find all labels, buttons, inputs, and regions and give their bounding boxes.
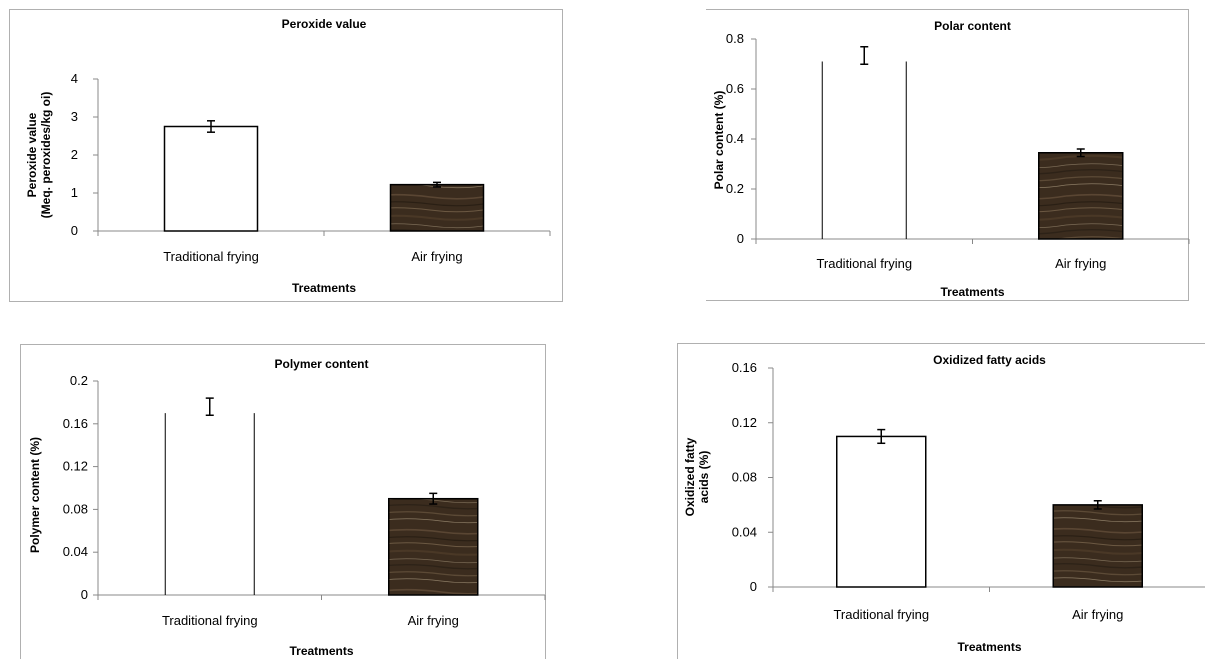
chart-panel-polar: Polar content 0 0.2 0.4 0.6 0.8 Traditional fr… xyxy=(706,9,1190,301)
chart-oxidized-svg: Oxidized fatty acids 0 0.04 0.08 0.12 0.16 Tra… xyxy=(683,353,1205,654)
error-bar-1 xyxy=(207,120,215,133)
x-axis-label: Treatments xyxy=(292,281,356,295)
error-bar-1 xyxy=(860,46,869,65)
y-axis-label: Polymer content (%) xyxy=(28,437,42,553)
bar-2 xyxy=(389,183,485,232)
x-axis-label: Treatments xyxy=(289,644,353,658)
y-tick-label: 0.2 xyxy=(726,181,744,196)
y-tick-label: 0.04 xyxy=(63,544,88,559)
bar-2 xyxy=(1052,504,1143,588)
y-tick-label: 0.8 xyxy=(726,31,744,46)
chart-polar-svg: Polar content 0 0.2 0.4 0.6 0.8 Traditional fr… xyxy=(712,19,1190,299)
y-tick-label: 0.16 xyxy=(732,360,757,375)
y-tick-label: 0.08 xyxy=(732,470,757,485)
y-tick-label: 0.12 xyxy=(63,459,88,474)
y-tick-label: 0.6 xyxy=(726,81,744,96)
y-tick-label: 4 xyxy=(71,71,78,86)
y-axis-label: Peroxide value xyxy=(25,112,39,197)
y-tick-label: 0.12 xyxy=(732,415,757,430)
chart-panel-oxidized: Oxidized fatty acids 0 0.04 0.08 0.12 0.16 Tra… xyxy=(677,343,1205,659)
x-category-label: Air frying xyxy=(1072,607,1123,622)
x-category-label: Traditional frying xyxy=(833,607,929,622)
bar-1 xyxy=(164,413,255,595)
bar-1 xyxy=(821,61,907,239)
chart-title: Oxidized fatty acids xyxy=(933,353,1046,367)
bar-2 xyxy=(1038,152,1124,240)
bar-1 xyxy=(836,435,927,588)
y-tick-label: 2 xyxy=(71,147,78,162)
y-tick-label: 0 xyxy=(737,231,744,246)
y-tick-label: 0.4 xyxy=(726,131,744,146)
error-bar-2 xyxy=(429,492,438,505)
x-category-label: Traditional frying xyxy=(162,613,258,628)
error-bar-2 xyxy=(1093,500,1102,510)
x-category-label: Traditional frying xyxy=(816,256,912,271)
y-tick-label: 0.08 xyxy=(63,501,88,516)
x-category-label: Air frying xyxy=(411,249,462,264)
x-category-label: Air frying xyxy=(1055,256,1106,271)
y-axis-label: acids (%) xyxy=(697,451,711,504)
bar-1 xyxy=(163,125,259,232)
chart-peroxide-svg: Peroxide value 0 1 2 3 4 Traditional frying Air… xyxy=(25,17,551,295)
y-tick-label: 3 xyxy=(71,109,78,124)
y-tick-label: 0 xyxy=(71,223,78,238)
y-tick-label: 0 xyxy=(750,579,757,594)
chart-polymer-svg: Polymer content 0 0.04 0.08 0.12 0.16 0.2 Tradi… xyxy=(28,357,546,658)
y-tick-label: 0.04 xyxy=(732,524,757,539)
chart-title: Peroxide value xyxy=(282,17,367,31)
chart-title: Polar content xyxy=(934,19,1011,33)
error-bar-2 xyxy=(1076,148,1085,158)
y-tick-label: 0 xyxy=(81,587,88,602)
y-tick-label: 0.16 xyxy=(63,416,88,431)
x-axis-label: Treatments xyxy=(957,640,1021,654)
chart-title: Polymer content xyxy=(274,357,368,371)
x-axis-label: Treatments xyxy=(940,285,1004,299)
error-bar-1 xyxy=(877,428,886,445)
x-category-label: Air frying xyxy=(408,613,459,628)
y-axis-label: (Meq. peroxides/kg oi) xyxy=(39,92,53,219)
y-tick-label: 1 xyxy=(71,185,78,200)
y-axis-label: Oxidized fatty xyxy=(683,437,697,516)
y-tick-label: 0.2 xyxy=(70,373,88,388)
error-bar-2 xyxy=(433,181,441,188)
error-bar-1 xyxy=(205,397,214,416)
chart-panel-peroxide: Peroxide value 0 1 2 3 4 Traditional frying Air… xyxy=(9,9,563,302)
y-axis-label: Polar content (%) xyxy=(712,91,726,190)
chart-panel-polymer: Polymer content 0 0.04 0.08 0.12 0.16 0.2 Tradi… xyxy=(20,344,546,659)
bar-2 xyxy=(388,497,479,596)
x-category-label: Traditional frying xyxy=(163,249,259,264)
